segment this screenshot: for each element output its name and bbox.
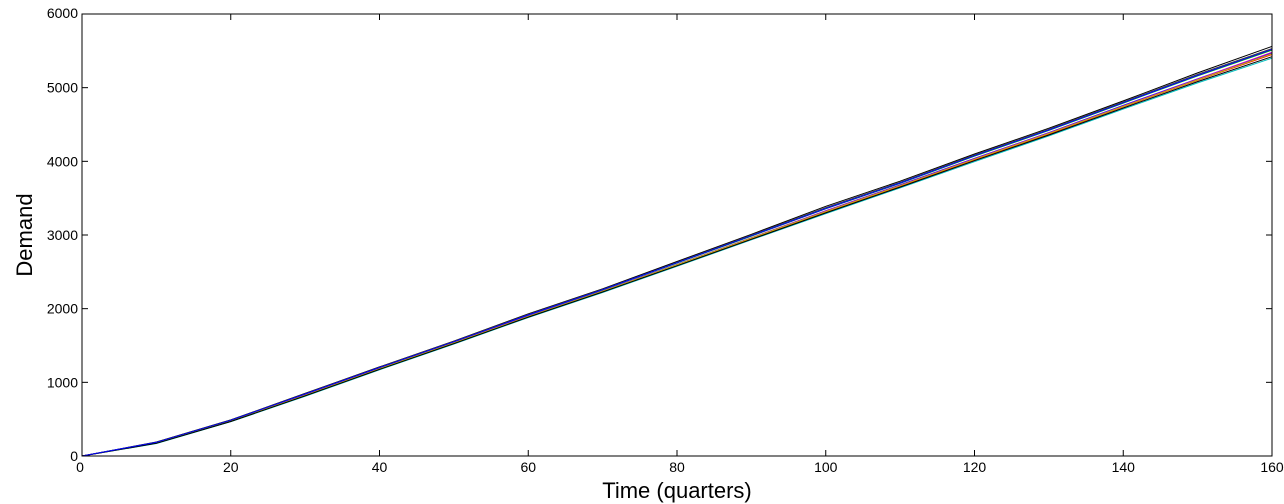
x-tick-label: 0: [76, 459, 84, 475]
x-tick-label: 40: [372, 459, 388, 475]
y-tick-label: 3000: [47, 227, 78, 243]
y-tick-label: 6000: [47, 5, 78, 21]
series-line-8: [81, 48, 1273, 457]
y-axis-title: Demand: [12, 193, 37, 276]
x-tick-label: 100: [814, 459, 838, 475]
series-line-7: [81, 53, 1273, 457]
x-tick-label: 120: [963, 459, 987, 475]
y-tick-label: 1000: [47, 374, 78, 390]
series-line-10: [81, 48, 1273, 457]
x-tick-label: 160: [1260, 459, 1284, 475]
y-tick-label: 4000: [47, 153, 78, 169]
series-line-3: [81, 49, 1273, 457]
y-tick-label: 0: [70, 448, 78, 464]
x-tick-label: 140: [1112, 459, 1136, 475]
x-tick-label: 60: [520, 459, 536, 475]
plot-frame: [81, 13, 1273, 457]
y-tick-label: 2000: [47, 301, 78, 317]
series-layer: [81, 45, 1273, 457]
series-line-4: [81, 54, 1273, 457]
series-line-9: [81, 56, 1273, 457]
ticks-layer: 0 20 40 60 80 100 120 140 160 0 1000 2000 3000 4000 50…: [47, 5, 1284, 475]
y-tick-label: 5000: [47, 80, 78, 96]
x-tick-label: 20: [223, 459, 239, 475]
series-line-1: [81, 45, 1273, 457]
x-tick-label: 80: [669, 459, 685, 475]
x-axis-title: Time (quarters): [602, 478, 752, 503]
